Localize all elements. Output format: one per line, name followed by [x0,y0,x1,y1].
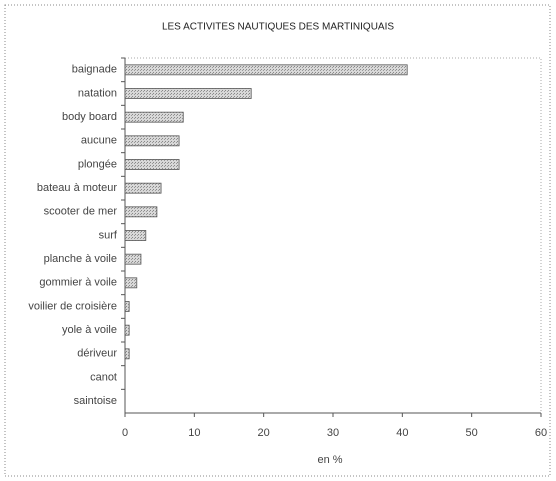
y-tick-label: surf [99,229,118,241]
x-tick-label: 60 [535,427,547,439]
bar [124,111,184,123]
x-axis-label: en % [317,454,342,466]
x-tick-label: 50 [466,427,478,439]
chart-title: LES ACTIVITES NAUTIQUES DES MARTINIQUAIS [162,22,394,33]
bar [124,64,408,76]
bar [124,159,180,170]
bar [124,277,138,289]
x-tick-label: 30 [327,427,339,439]
y-tick-label: dériveur [77,348,117,360]
x-tick-label: 20 [258,427,270,439]
y-tick-label: baignade [72,64,117,76]
y-tick-label: voilier de croisière [28,300,117,312]
bar [124,206,158,218]
y-tick-label: gommier à voile [39,277,117,289]
bar [124,230,147,241]
y-tick-label: yole à voile [62,324,117,336]
bar [124,182,162,194]
bar [124,88,252,99]
bar [124,253,142,265]
bar [124,135,180,147]
y-tick-label: bateau à moteur [37,182,117,194]
y-tick-label: aucune [81,135,117,147]
y-tick-label: natation [78,87,117,99]
frame [4,4,551,477]
x-tick-label: 10 [188,427,200,439]
x-tick-label: 40 [396,427,408,439]
y-tick-label: scooter de mer [44,206,118,218]
plot-area [124,57,542,414]
bar [124,301,130,312]
y-tick-label: plongée [78,158,117,170]
y-tick-label: canot [90,371,117,383]
y-tick-label: body board [62,111,117,123]
bar [124,324,130,336]
y-tick-label: planche à voile [44,253,117,265]
y-tick-label: saintoise [74,395,117,407]
x-tick-label: 0 [122,427,128,439]
bar [124,348,130,360]
